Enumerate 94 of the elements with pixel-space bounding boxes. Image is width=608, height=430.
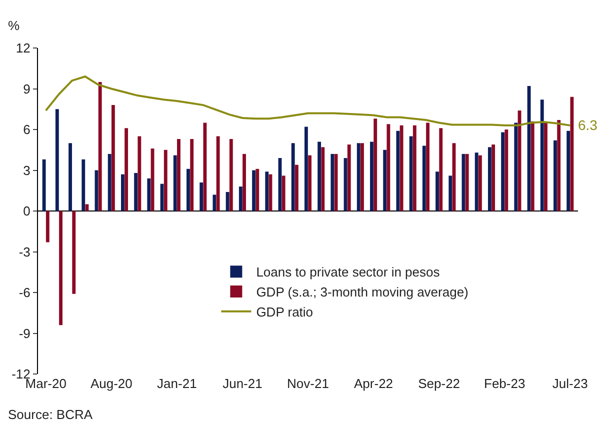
bar — [85, 204, 89, 211]
bar — [238, 186, 242, 211]
y-tick-label: -9 — [18, 326, 30, 341]
bar — [304, 126, 308, 211]
bar — [190, 139, 194, 211]
y-tick-label: 12 — [16, 40, 30, 56]
bar — [124, 128, 128, 211]
line-series — [44, 76, 572, 126]
bar — [400, 125, 404, 211]
bar — [436, 172, 439, 211]
bar — [200, 182, 204, 211]
bar — [347, 144, 351, 211]
legend-label: Loans to private sector in pesos — [256, 264, 440, 280]
bar — [540, 100, 544, 211]
bar — [396, 130, 400, 211]
bar — [203, 122, 207, 211]
x-tick-label: Sep-22 — [418, 376, 460, 391]
bar — [147, 178, 151, 211]
legend-label: GDP ratio — [256, 304, 314, 320]
bar — [216, 136, 220, 211]
bar — [111, 105, 115, 211]
bar — [492, 144, 496, 211]
y-tick-label: -3 — [18, 244, 30, 260]
x-tick-label: Aug-20 — [90, 376, 132, 391]
bar — [412, 125, 416, 211]
bar — [554, 140, 557, 211]
bar — [356, 143, 360, 211]
bar — [383, 150, 387, 211]
bar — [294, 164, 298, 211]
bar — [108, 154, 112, 211]
bar — [504, 130, 508, 211]
bar — [530, 121, 534, 211]
x-tick-label: Jan-21 — [157, 376, 197, 391]
bar — [72, 211, 76, 294]
y-tick-label: 9 — [23, 81, 30, 96]
bar — [409, 136, 413, 211]
bar — [318, 142, 322, 211]
bar — [82, 159, 86, 211]
y-tick-label: -6 — [18, 285, 30, 300]
y-tick-label: 3 — [23, 162, 30, 178]
bar — [186, 168, 190, 211]
bar — [134, 172, 138, 211]
y-tick-label: 0 — [23, 204, 30, 219]
bar — [98, 82, 102, 211]
bar — [321, 147, 325, 211]
bar — [177, 139, 180, 211]
bar — [252, 170, 256, 211]
bar — [426, 122, 430, 211]
bar — [256, 168, 260, 211]
bar — [138, 136, 142, 211]
bar — [448, 176, 452, 211]
x-tick-label: Nov-21 — [287, 376, 329, 391]
bar — [212, 194, 216, 211]
bar — [374, 118, 378, 211]
bar — [465, 154, 469, 211]
bar — [370, 142, 374, 211]
bar — [55, 109, 59, 211]
bar — [488, 147, 492, 211]
bar — [557, 120, 561, 211]
bar — [308, 155, 312, 211]
y-axis-title: % — [8, 18, 20, 33]
bar — [242, 154, 246, 211]
x-tick-label: Apr-22 — [354, 376, 394, 391]
bar — [439, 128, 443, 211]
bar — [422, 146, 426, 211]
bar — [46, 211, 50, 242]
bar — [544, 122, 548, 211]
bar — [386, 124, 390, 211]
bar — [566, 130, 570, 211]
legend-label: GDP (s.a.; 3-month moving average) — [256, 284, 468, 300]
bar — [330, 154, 334, 211]
bar — [514, 122, 518, 211]
bar — [282, 176, 286, 211]
bar — [173, 155, 177, 211]
bar — [570, 96, 574, 211]
bar — [226, 192, 230, 211]
bar — [291, 143, 295, 211]
bar — [42, 159, 46, 211]
y-tick-label: 6 — [23, 122, 30, 138]
x-tick-label: Jul-23 — [552, 376, 588, 391]
bar — [474, 152, 478, 211]
x-tick-label: Jun-21 — [222, 376, 262, 391]
x-tick-label: Feb-23 — [484, 376, 526, 391]
bar — [59, 211, 62, 326]
bar — [265, 172, 269, 211]
bar — [478, 155, 482, 211]
bar — [229, 139, 233, 211]
bar — [120, 174, 124, 211]
source-note: Source: BCRA — [8, 407, 93, 422]
bar — [164, 150, 168, 211]
bar — [68, 143, 72, 211]
annotation: 6.3 — [578, 117, 598, 133]
bar — [360, 143, 364, 211]
bar — [501, 132, 505, 211]
